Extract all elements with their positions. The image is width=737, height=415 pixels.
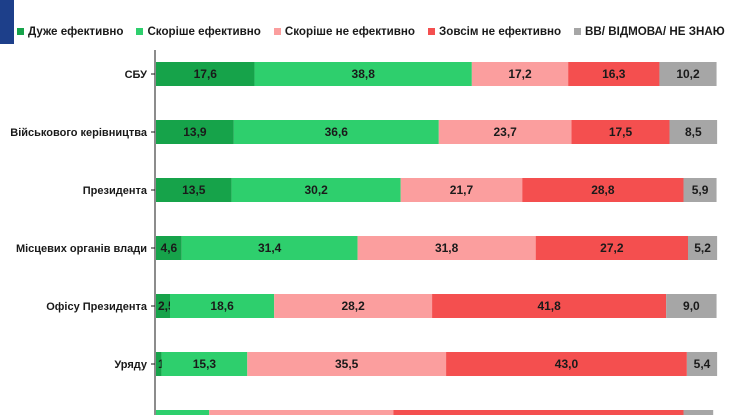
- legend-swatch: [428, 27, 436, 35]
- legend-swatch: [574, 27, 582, 35]
- bar-segment-dont-know: [669, 120, 718, 144]
- category-label: Уряду: [114, 359, 148, 371]
- data-label: 5,2: [694, 241, 711, 255]
- legend-item-not-effective: Зовсім не ефективно: [428, 25, 561, 38]
- bar-segment-dont-know: [688, 236, 718, 260]
- data-label: 23,7: [493, 125, 517, 139]
- bar-segment-partial-rather-not-effective: [209, 410, 394, 415]
- data-label: 15,3: [193, 357, 217, 371]
- bar-segment-dont-know: [659, 62, 717, 86]
- bar-segment-rather-not-effective: [471, 62, 569, 86]
- data-label: 17,2: [508, 67, 532, 81]
- bar-segment-rather-not-effective: [247, 352, 447, 376]
- data-label: 8,5: [685, 125, 702, 139]
- data-label: 31,4: [258, 241, 282, 255]
- bar-segment-not-effective: [446, 352, 687, 376]
- bar-segment-rather-not-effective: [400, 178, 523, 202]
- data-label: 21,7: [450, 183, 474, 197]
- bar-segment-partial-dont-know: [683, 410, 714, 415]
- bar-segment-very-effective: [156, 178, 232, 202]
- bar-segment-rather-effective: [254, 62, 472, 86]
- chart-legend: Дуже ефективно Скоріше ефективно Скоріше н…: [17, 22, 725, 40]
- legend-label: ВВ/ ВІДМОВА/ НЕ ЗНАЮ: [585, 24, 725, 38]
- data-label: 17,6: [194, 67, 218, 81]
- legend-swatch: [273, 27, 281, 35]
- bar-segment-rather-not-effective: [438, 120, 572, 144]
- bar-segment-not-effective: [535, 236, 688, 260]
- bar-segment-dont-know: [666, 294, 717, 318]
- bar-segment-very-effective: [156, 352, 162, 376]
- bar-segment-partial-rather-effective: [156, 410, 210, 415]
- legend-label: Скоріше ефективно: [147, 24, 261, 38]
- data-label: 5,9: [692, 183, 709, 197]
- bar-segment-rather-not-effective: [274, 294, 433, 318]
- bar-segment-very-effective: [156, 236, 182, 260]
- category-label: Офісу Президента: [46, 301, 148, 313]
- bar-segment-dont-know: [686, 352, 718, 376]
- category-label: Військового керівництва: [10, 127, 148, 139]
- legend-swatch: [136, 27, 144, 35]
- bar-segment-rather-effective: [181, 236, 358, 260]
- data-label: 13,5: [182, 183, 206, 197]
- legend-label: Зовсім не ефективно: [439, 24, 562, 38]
- bar-segment-rather-effective: [170, 294, 275, 318]
- legend-swatch: [17, 27, 24, 35]
- data-label: 38,8: [352, 67, 376, 81]
- data-label: 4,6: [161, 241, 178, 255]
- data-label: 30,2: [304, 183, 328, 197]
- bar-segment-rather-effective: [231, 178, 401, 202]
- data-label: 16,3: [602, 67, 626, 81]
- bar-segment-very-effective: [156, 120, 234, 144]
- data-label: 28,2: [341, 299, 365, 313]
- data-label: 5,4: [694, 357, 711, 371]
- data-label: 28,8: [591, 183, 615, 197]
- corner-brand-mark: [0, 0, 14, 44]
- bar-segment-not-effective: [568, 62, 660, 86]
- data-label: 27,2: [600, 241, 624, 255]
- data-label: 35,5: [335, 357, 359, 371]
- data-label: 43,0: [555, 357, 579, 371]
- bar-segment-rather-not-effective: [357, 236, 536, 260]
- category-label: Місцевих органів влади: [16, 243, 147, 255]
- bar-segment-very-effective: [156, 294, 170, 318]
- legend-item-rather-effective: Скоріше ефективно: [136, 24, 261, 38]
- data-label: 18,6: [210, 299, 234, 313]
- data-label: 17,5: [609, 125, 633, 139]
- legend-item-very-effective: Дуже ефективно: [17, 25, 123, 38]
- bar-segment-not-effective: [571, 120, 670, 144]
- bar-segment-very-effective: [156, 62, 255, 86]
- data-label: 31,8: [435, 241, 459, 255]
- legend-label: Скоріше не ефективно: [284, 24, 416, 38]
- category-label: СБУ: [125, 69, 148, 81]
- category-label: Президента: [83, 185, 148, 197]
- data-label: 10,2: [676, 67, 700, 81]
- bar-segment-rather-effective: [161, 352, 248, 376]
- legend-label: Дуже ефективно: [28, 24, 124, 38]
- bar-segment-not-effective: [522, 178, 684, 202]
- bar-segment-not-effective: [432, 294, 667, 318]
- bar-segment-rather-effective: [233, 120, 439, 144]
- bar-segment-partial-not-effective: [393, 410, 684, 415]
- data-label: 13,9: [183, 125, 207, 139]
- bar-segment-dont-know: [683, 178, 717, 202]
- data-label: 36,6: [325, 125, 349, 139]
- legend-item-rather-not-effective: Скоріше не ефективно: [273, 24, 416, 38]
- legend-item-dont-know: ВВ/ ВІДМОВА/ НЕ ЗНАЮ: [574, 25, 725, 38]
- data-label: 41,8: [537, 299, 561, 313]
- data-label: 9,0: [683, 299, 700, 313]
